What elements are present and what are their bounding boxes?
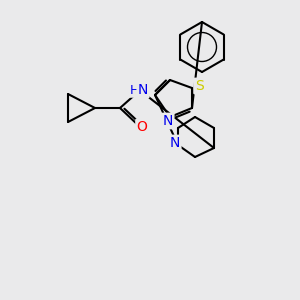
Text: N: N bbox=[170, 136, 180, 150]
Text: S: S bbox=[195, 79, 203, 93]
Text: N: N bbox=[163, 114, 173, 128]
Text: N: N bbox=[138, 83, 148, 97]
Text: O: O bbox=[136, 120, 147, 134]
Text: H: H bbox=[129, 83, 139, 97]
